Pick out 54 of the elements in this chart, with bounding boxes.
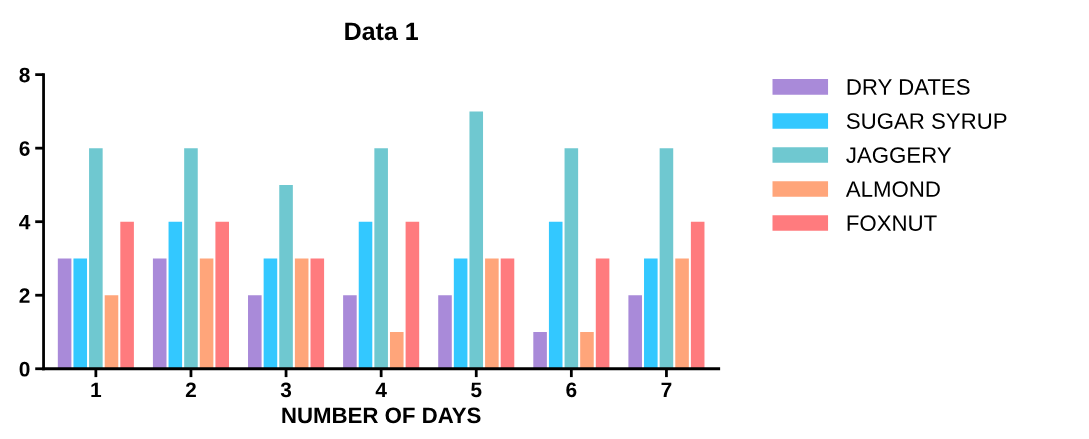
bar [469, 111, 484, 369]
bar [73, 258, 88, 369]
x-tick-label: 3 [280, 382, 292, 398]
bar [500, 258, 515, 369]
bar [279, 184, 293, 369]
bar [104, 295, 119, 369]
y-tick-label: 8 [19, 67, 30, 83]
bar [548, 221, 563, 369]
bar [564, 148, 579, 369]
bar [389, 331, 404, 369]
bar [628, 295, 642, 369]
bar [199, 258, 214, 369]
bar [89, 148, 103, 369]
y-tick-label: 2 [19, 288, 30, 303]
x-tick-label: 1 [91, 382, 102, 398]
bar [405, 221, 420, 369]
bar [358, 221, 373, 369]
bar [675, 258, 689, 369]
bar [374, 148, 388, 369]
legend-label: FOXNUT [847, 215, 937, 232]
bar [120, 221, 134, 369]
bar [263, 258, 278, 369]
legend-label: SUGAR SYRUP [846, 113, 1007, 129]
legend-label: DRY DATES [847, 79, 970, 95]
bar [485, 258, 499, 369]
chart-title: Data 1 [345, 22, 418, 41]
bar [57, 258, 72, 369]
x-tick-label: 5 [471, 382, 482, 398]
bar [343, 295, 357, 369]
bar [248, 295, 262, 369]
x-axis-title: NUMBER OF DAYS [282, 407, 481, 424]
x-tick-label: 7 [661, 382, 672, 398]
bar [294, 258, 309, 369]
bar [580, 331, 594, 369]
bar [310, 258, 325, 369]
bar [659, 148, 674, 369]
bar [438, 295, 452, 369]
bar [644, 258, 658, 369]
bar [533, 331, 547, 369]
x-tick-label: 4 [375, 382, 387, 398]
bar [152, 258, 167, 369]
x-tick-label: 2 [185, 382, 196, 398]
bar [215, 221, 229, 369]
bar [168, 221, 183, 369]
bar [595, 258, 610, 369]
bar [453, 258, 468, 369]
legend-label: JAGGERY [846, 147, 952, 163]
bar [184, 148, 198, 369]
bar [690, 221, 705, 369]
y-tick-label: 6 [19, 141, 30, 156]
x-tick-label: 6 [566, 382, 577, 398]
y-tick-label: 0 [19, 361, 30, 377]
legend-label: ALMOND [845, 181, 940, 197]
y-tick-label: 4 [19, 214, 31, 230]
